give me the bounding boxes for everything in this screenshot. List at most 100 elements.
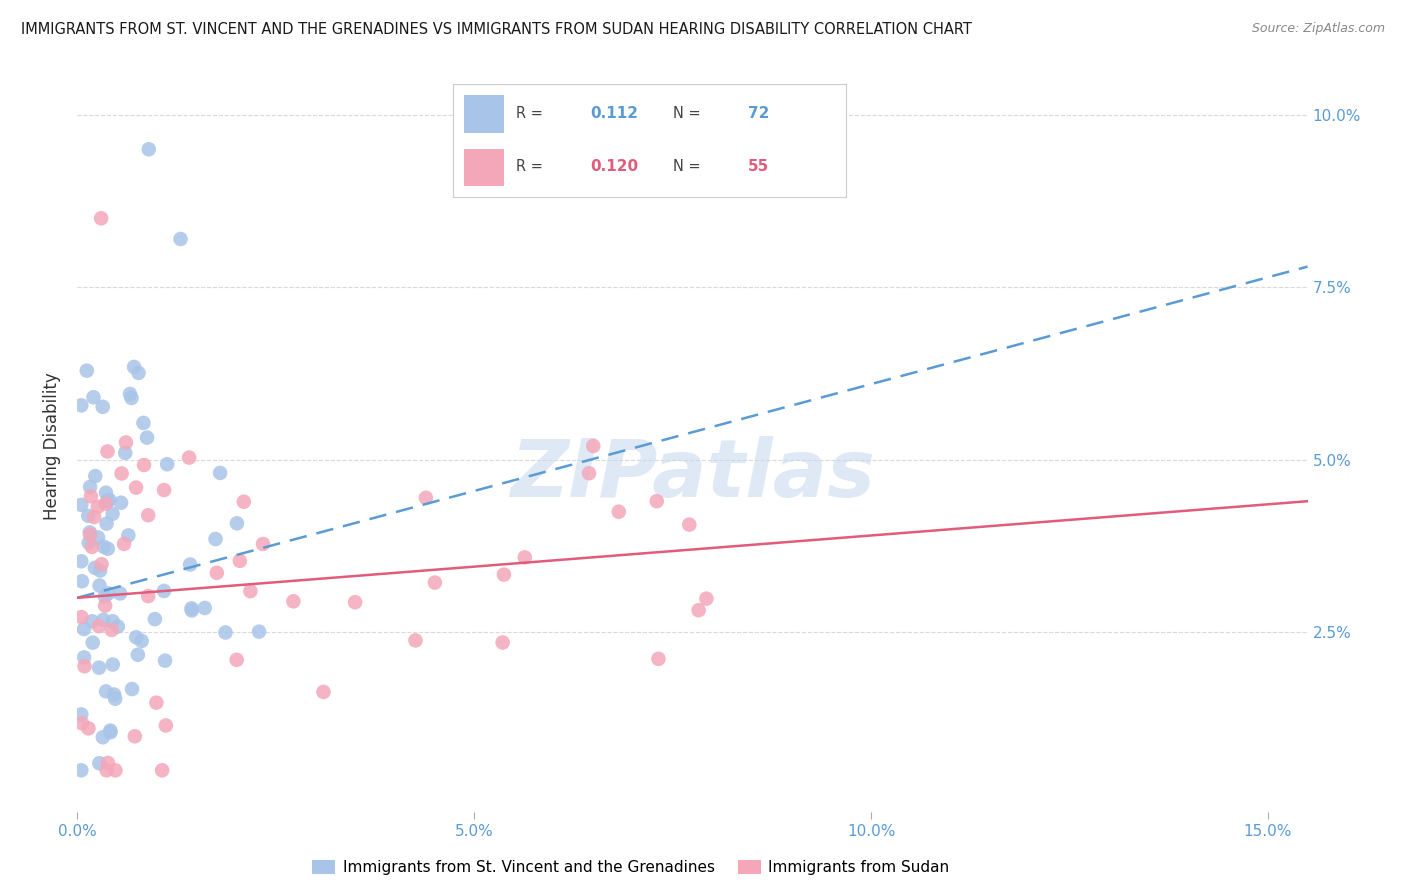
Point	[239, 584, 262, 599]
Point	[77, 535, 100, 549]
Point	[153, 583, 176, 598]
Point	[122, 359, 145, 374]
Legend: Immigrants from St. Vincent and the Grenadines, Immigrants from Sudan: Immigrants from St. Vincent and the Gren…	[307, 854, 956, 881]
Point	[70, 554, 93, 568]
Point	[93, 540, 115, 554]
Point	[90, 211, 112, 226]
Point	[101, 507, 124, 521]
Text: IMMIGRANTS FROM ST. VINCENT AND THE GRENADINES VS IMMIGRANTS FROM SUDAN HEARING : IMMIGRANTS FROM ST. VINCENT AND THE GREN…	[21, 22, 972, 37]
Point	[87, 531, 110, 545]
Point	[117, 528, 139, 542]
Point	[115, 435, 138, 450]
Point	[153, 654, 176, 668]
Point	[98, 723, 121, 738]
Point	[76, 364, 98, 378]
Point	[136, 589, 159, 603]
Point	[136, 431, 159, 445]
Point	[103, 688, 125, 702]
Point	[110, 467, 132, 481]
Point	[247, 624, 270, 639]
Point	[513, 550, 536, 565]
Point	[209, 466, 232, 480]
Point	[97, 541, 120, 556]
Point	[150, 764, 173, 778]
Point	[96, 764, 118, 778]
Point	[70, 498, 93, 512]
Point	[127, 648, 149, 662]
Text: Source: ZipAtlas.com: Source: ZipAtlas.com	[1251, 22, 1385, 36]
Point	[84, 561, 107, 575]
Point	[143, 612, 166, 626]
Point	[82, 615, 104, 629]
Point	[582, 439, 605, 453]
Point	[83, 510, 105, 524]
Point	[145, 696, 167, 710]
Point	[492, 567, 515, 582]
Point	[87, 619, 110, 633]
Point	[180, 603, 202, 617]
Point	[194, 601, 217, 615]
Point	[101, 614, 124, 628]
Point	[169, 232, 191, 246]
Point	[155, 718, 177, 732]
Point	[607, 505, 630, 519]
Point	[96, 516, 118, 531]
Point	[77, 508, 100, 523]
Point	[107, 619, 129, 633]
Point	[79, 525, 101, 540]
Point	[344, 595, 367, 609]
Point	[112, 537, 135, 551]
Point	[153, 483, 176, 497]
Point	[91, 730, 114, 744]
Point	[80, 489, 103, 503]
Point	[423, 575, 446, 590]
Point	[70, 764, 93, 778]
Point	[104, 691, 127, 706]
Point	[91, 400, 114, 414]
Point	[98, 492, 121, 507]
Point	[70, 610, 93, 624]
Point	[131, 634, 153, 648]
Text: ZIPatlas: ZIPatlas	[510, 436, 875, 515]
Point	[229, 554, 252, 568]
Point	[180, 601, 202, 615]
Point	[252, 537, 274, 551]
Point	[90, 558, 112, 572]
Point	[204, 532, 226, 546]
Point	[124, 729, 146, 743]
Point	[226, 516, 249, 531]
Point	[136, 508, 159, 523]
Point	[128, 366, 150, 380]
Point	[70, 716, 93, 731]
Point	[688, 603, 710, 617]
Point	[94, 485, 117, 500]
Point	[179, 558, 201, 572]
Point	[79, 480, 101, 494]
Point	[114, 446, 136, 460]
Point	[87, 661, 110, 675]
Point	[283, 594, 305, 608]
Point	[77, 722, 100, 736]
Point	[110, 496, 132, 510]
Point	[84, 469, 107, 483]
Point	[492, 635, 515, 649]
Point	[94, 599, 117, 613]
Point	[104, 764, 127, 778]
Point	[97, 586, 120, 600]
Point	[79, 527, 101, 541]
Point	[89, 756, 111, 771]
Point	[100, 725, 122, 739]
Point	[96, 494, 118, 508]
Point	[225, 653, 247, 667]
Point	[121, 682, 143, 697]
Point	[647, 652, 669, 666]
Point	[232, 494, 254, 508]
Point	[70, 707, 93, 722]
Point	[82, 635, 104, 649]
Y-axis label: Hearing Disability: Hearing Disability	[44, 372, 62, 520]
Point	[678, 517, 700, 532]
Point	[73, 622, 96, 636]
Point	[125, 481, 148, 495]
Point	[80, 540, 103, 554]
Point	[100, 623, 122, 637]
